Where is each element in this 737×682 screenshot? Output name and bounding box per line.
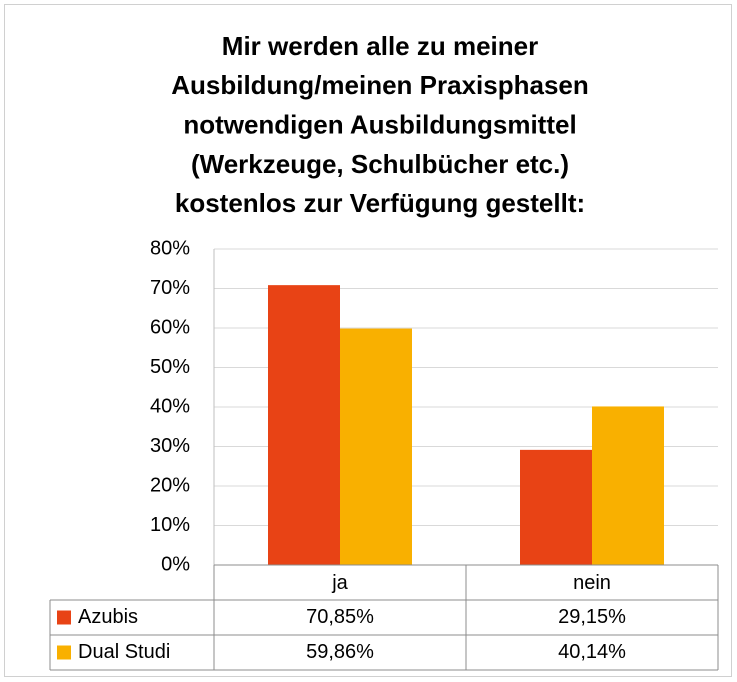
legend-label: Azubis	[78, 606, 138, 628]
legend-swatch	[57, 610, 71, 625]
chart-title: Mir werden alle zu meiner	[222, 31, 538, 61]
y-tick-label: 30%	[150, 435, 190, 457]
bar	[592, 406, 664, 565]
x-tick-label: ja	[331, 572, 348, 594]
chart-title: Ausbildung/meinen Praxisphasen	[171, 70, 589, 100]
data-table-cell: 29,15%	[558, 606, 626, 628]
legend-swatch	[57, 645, 71, 660]
y-tick-label: 20%	[150, 474, 190, 496]
x-tick-label: nein	[573, 572, 611, 594]
bar	[340, 328, 412, 565]
y-tick-label: 0%	[161, 553, 190, 575]
y-tick-label: 40%	[150, 395, 190, 417]
y-tick-label: 80%	[150, 237, 190, 259]
y-tick-label: 10%	[150, 514, 190, 536]
data-table-cell: 40,14%	[558, 641, 626, 663]
y-tick-label: 50%	[150, 356, 190, 378]
chart-title: (Werkzeuge, Schulbücher etc.)	[191, 149, 569, 179]
legend-label: Dual Studi	[78, 641, 170, 663]
chart-title: kostenlos zur Verfügung gestellt:	[175, 188, 585, 218]
data-table-cell: 59,86%	[306, 641, 374, 663]
y-tick-label: 70%	[150, 277, 190, 299]
data-table-cell: 70,85%	[306, 606, 374, 628]
bar	[520, 449, 592, 565]
y-tick-label: 60%	[150, 316, 190, 338]
chart-title: notwendigen Ausbildungsmittel	[183, 109, 576, 139]
bar	[268, 285, 340, 565]
